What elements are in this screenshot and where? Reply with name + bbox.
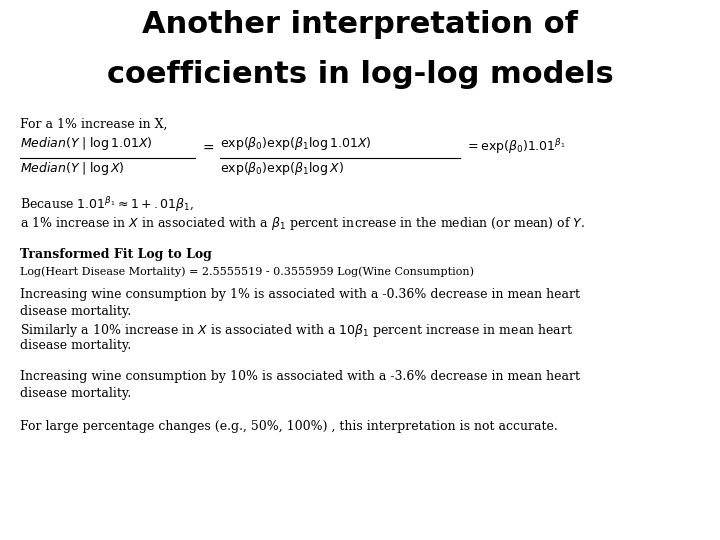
Text: For a 1% increase in X,: For a 1% increase in X, bbox=[20, 118, 167, 131]
Text: $\mathit{Median}(Y \mid \log 1.01X)$: $\mathit{Median}(Y \mid \log 1.01X)$ bbox=[20, 135, 153, 152]
Text: Another interpretation of: Another interpretation of bbox=[142, 10, 578, 39]
Text: For large percentage changes (e.g., 50%, 100%) , this interpretation is not accu: For large percentage changes (e.g., 50%,… bbox=[20, 420, 558, 433]
Text: Transformed Fit Log to Log: Transformed Fit Log to Log bbox=[20, 248, 212, 261]
Text: Similarly a 10% increase in $X$ is associated with a $10\beta_1$ percent increas: Similarly a 10% increase in $X$ is assoc… bbox=[20, 322, 573, 339]
Text: coefficients in log-log models: coefficients in log-log models bbox=[107, 60, 613, 89]
Text: Increasing wine consumption by 1% is associated with a -0.36% decrease in mean h: Increasing wine consumption by 1% is ass… bbox=[20, 288, 580, 301]
Text: disease mortality.: disease mortality. bbox=[20, 387, 131, 400]
Text: Because $1.01^{\beta_1} \approx 1+.01\beta_1$,: Because $1.01^{\beta_1} \approx 1+.01\be… bbox=[20, 195, 194, 214]
Text: Increasing wine consumption by 10% is associated with a -3.6% decrease in mean h: Increasing wine consumption by 10% is as… bbox=[20, 370, 580, 383]
Text: $= \exp(\beta_0)1.01^{\beta_1}$: $= \exp(\beta_0)1.01^{\beta_1}$ bbox=[465, 138, 566, 157]
Text: a 1% increase in $X$ in associated with a $\beta_1$ percent increase in the medi: a 1% increase in $X$ in associated with … bbox=[20, 215, 585, 232]
Text: $\mathit{Median}(Y \mid \log X)$: $\mathit{Median}(Y \mid \log X)$ bbox=[20, 160, 125, 177]
Text: $=$: $=$ bbox=[200, 140, 215, 154]
Text: Log(Heart Disease Mortality) = 2.5555519 - 0.3555959 Log(Wine Consumption): Log(Heart Disease Mortality) = 2.5555519… bbox=[20, 266, 474, 276]
Text: disease mortality.: disease mortality. bbox=[20, 305, 131, 318]
Text: $\exp(\beta_0)\exp(\beta_1 \log 1.01X)$: $\exp(\beta_0)\exp(\beta_1 \log 1.01X)$ bbox=[220, 135, 372, 152]
Text: $\exp(\beta_0)\exp(\beta_1 \log X)$: $\exp(\beta_0)\exp(\beta_1 \log X)$ bbox=[220, 160, 344, 177]
Text: disease mortality.: disease mortality. bbox=[20, 339, 131, 352]
